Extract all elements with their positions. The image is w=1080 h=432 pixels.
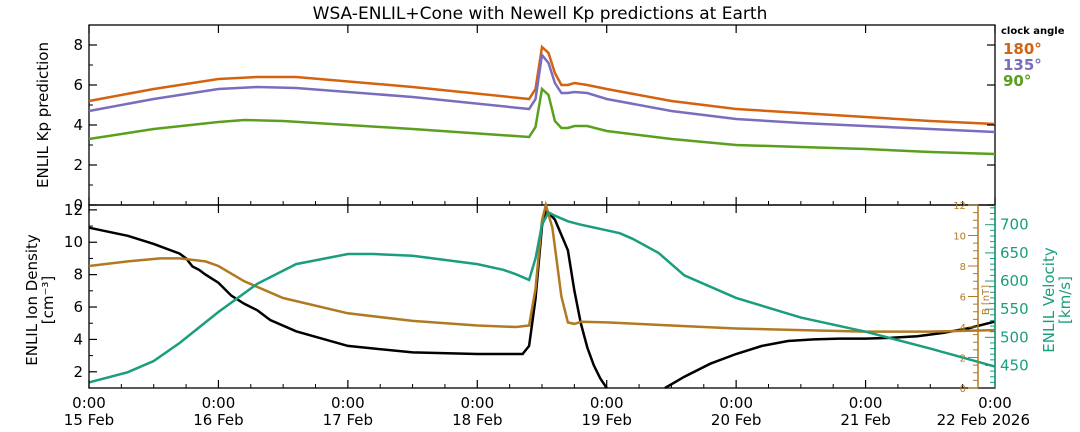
b-axis-tick-label: 12 (953, 201, 966, 212)
kp-x-ticks (88, 25, 996, 205)
x-tick-label-date: 18 Feb (452, 411, 502, 429)
velocity-axis: 450 500 550 600 650 700 (985, 205, 1029, 388)
legend-entry-90: 90° (1003, 72, 1031, 90)
legend-title: clock angle (1001, 26, 1065, 37)
kp-series-group (88, 44, 996, 156)
chart-title: WSA-ENLIL+Cone with Newell Kp prediction… (313, 4, 768, 24)
x-tick-label-date: 15 Feb (64, 411, 114, 429)
density-y-axis-label-line2: [cm⁻³] (39, 276, 57, 325)
b-axis-tick-label: 0 (960, 384, 966, 395)
x-tick-label-time: 0:00 (590, 394, 624, 412)
kp-y-axis-label: ENLIL Kp prediction (34, 42, 52, 188)
series-line-kp-90 (88, 86, 996, 156)
legend-entry-180: 180° (1003, 40, 1042, 58)
b-axis-tick-label: 4 (960, 323, 966, 334)
x-tick-label-time: 0:00 (460, 394, 494, 412)
velocity-axis-tick-label: 700 (1000, 216, 1029, 234)
velocity-axis-label-line2: [km/s] (1056, 276, 1074, 324)
series-line-kp-180 (88, 44, 996, 126)
x-tick-label-time: 0:00 (72, 394, 106, 412)
velocity-axis-label-line1: ENLIL Velocity (1040, 247, 1058, 353)
x-tick-label-date: 21 Feb (840, 411, 890, 429)
series-line-ion-density (88, 207, 608, 389)
density-y-tick-label: 2 (73, 363, 83, 381)
density-y-tick-label: 10 (64, 233, 83, 251)
kp-y-tick-label: 6 (73, 76, 83, 94)
velocity-axis-tick-label: 500 (1000, 328, 1029, 346)
density-y-tick-label: 4 (73, 330, 83, 348)
density-y-tick-label: 6 (73, 298, 83, 316)
x-tick-label-date: 16 Feb (193, 411, 243, 429)
density-y-axis-label-line1: ENLIL Ion Density (23, 234, 41, 366)
x-tick-label-time: 0:00 (719, 394, 753, 412)
series-line-kp-135 (88, 52, 996, 134)
density-y-axis: 2 4 6 8 10 12 (64, 201, 97, 381)
series-line-ion-density-cont (664, 320, 996, 390)
b-axis-tick-label: 8 (960, 262, 966, 273)
density-series-group (88, 200, 996, 390)
velocity-axis-tick-label: 600 (1000, 272, 1029, 290)
kp-y-tick-label: 2 (73, 156, 83, 174)
density-y-tick-label: 12 (64, 201, 83, 219)
x-tick-label-time: 0:00 (978, 394, 1012, 412)
b-axis-tick-label: 2 (960, 354, 966, 365)
density-y-tick-label: 8 (73, 266, 83, 284)
b-axis-tick-label: 10 (953, 232, 966, 243)
x-tick-label-time: 0:00 (202, 394, 236, 412)
kp-panel: 0 2 4 6 8 ENLIL Kp prediction clock angle 18… (34, 24, 1065, 214)
kp-y-tick-label: 8 (73, 36, 83, 54)
x-tick-label-date: 17 Feb (323, 411, 373, 429)
legend-entry-135: 135° (1003, 56, 1042, 74)
velocity-axis-tick-label: 550 (1000, 300, 1029, 318)
b-field-axis-label: B [nT] (981, 285, 992, 315)
x-tick-label-date: 22 Feb 2026 (937, 411, 1030, 429)
velocity-axis-tick-label: 450 (1000, 356, 1029, 374)
x-tick-label-time: 0:00 (331, 394, 365, 412)
velocity-axis-tick-label: 650 (1000, 244, 1029, 262)
b-field-axis: 0 2 4 6 8 10 12 (953, 201, 979, 395)
legend: clock angle 180°135°90° (1001, 26, 1065, 90)
x-tick-label-time: 0:00 (849, 394, 883, 412)
series-line-b (88, 200, 996, 333)
kp-y-tick-label: 0 (73, 196, 83, 214)
series-line-velocity (88, 210, 996, 384)
b-axis-tick-label: 6 (960, 293, 966, 304)
x-tick-label-date: 19 Feb (582, 411, 632, 429)
kp-y-tick-label: 4 (73, 116, 83, 134)
x-tick-label-date: 20 Feb (711, 411, 761, 429)
